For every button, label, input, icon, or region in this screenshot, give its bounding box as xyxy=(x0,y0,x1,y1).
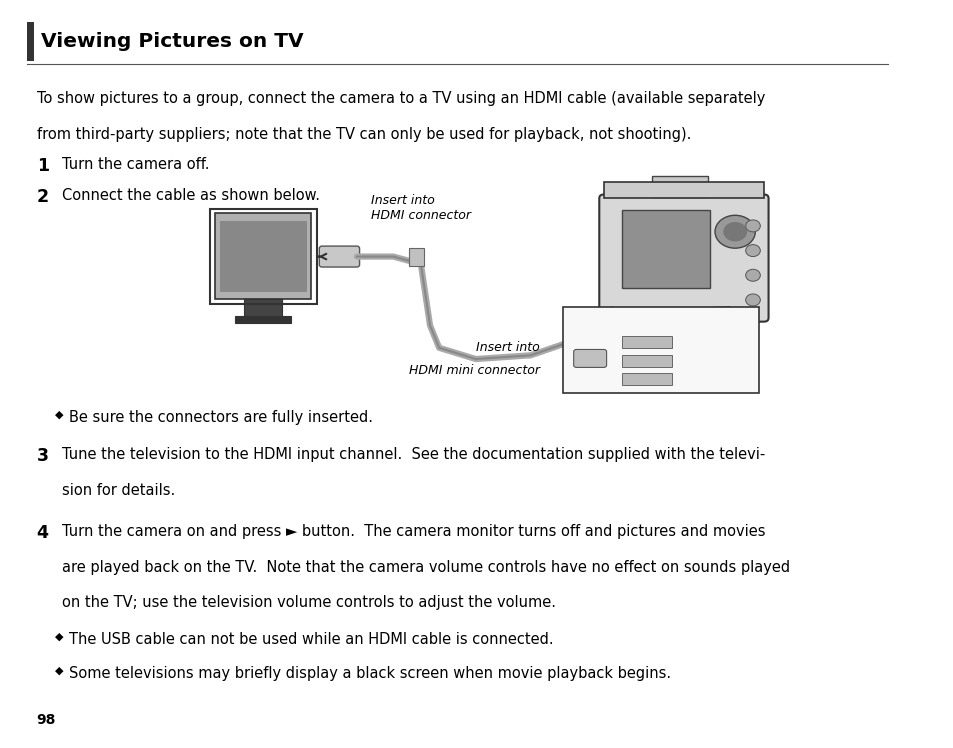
Text: Connect the cable as shown below.: Connect the cable as shown below. xyxy=(62,188,320,203)
Circle shape xyxy=(745,245,760,257)
Text: Insert into: Insert into xyxy=(476,341,539,355)
Text: 2: 2 xyxy=(36,188,49,206)
Bar xyxy=(651,176,707,197)
Bar xyxy=(409,248,423,266)
Bar xyxy=(621,210,709,288)
Bar xyxy=(562,307,759,393)
Text: ◆: ◆ xyxy=(55,410,63,420)
Text: sion for details.: sion for details. xyxy=(62,483,175,498)
Text: To show pictures to a group, connect the camera to a TV using an HDMI cable (ava: To show pictures to a group, connect the… xyxy=(36,91,764,106)
Bar xyxy=(28,22,33,61)
Circle shape xyxy=(745,220,760,232)
Text: Insert into: Insert into xyxy=(370,194,434,207)
Bar xyxy=(210,209,316,304)
Text: 3: 3 xyxy=(36,447,49,465)
Text: 1: 1 xyxy=(36,157,49,175)
Text: Turn the camera on and press ► button.  The camera monitor turns off and picture: Turn the camera on and press ► button. T… xyxy=(62,524,765,539)
Text: HDMI connector: HDMI connector xyxy=(370,209,470,222)
Text: Be sure the connectors are fully inserted.: Be sure the connectors are fully inserte… xyxy=(69,410,373,425)
Bar xyxy=(244,299,282,318)
FancyBboxPatch shape xyxy=(598,194,768,322)
FancyBboxPatch shape xyxy=(573,349,606,367)
Bar xyxy=(603,182,763,198)
Bar xyxy=(621,336,672,348)
Circle shape xyxy=(745,294,760,306)
Text: from third-party suppliers; note that the TV can only be used for playback, not : from third-party suppliers; note that th… xyxy=(36,127,690,142)
Text: Some televisions may briefly display a black screen when movie playback begins.: Some televisions may briefly display a b… xyxy=(69,666,670,681)
Circle shape xyxy=(715,215,755,248)
Text: Viewing Pictures on TV: Viewing Pictures on TV xyxy=(41,32,303,52)
Bar xyxy=(581,326,594,344)
FancyBboxPatch shape xyxy=(319,246,359,267)
Bar xyxy=(621,373,672,385)
Text: 4: 4 xyxy=(36,524,49,542)
Text: Tune the television to the HDMI input channel.  See the documentation supplied w: Tune the television to the HDMI input ch… xyxy=(62,447,764,462)
Text: 98: 98 xyxy=(36,713,56,727)
Text: The USB cable can not be used while an HDMI cable is connected.: The USB cable can not be used while an H… xyxy=(69,632,553,647)
Text: Turn the camera off.: Turn the camera off. xyxy=(62,157,210,172)
Circle shape xyxy=(745,269,760,281)
Bar xyxy=(219,221,306,292)
Text: on the TV; use the television volume controls to adjust the volume.: on the TV; use the television volume con… xyxy=(62,595,556,610)
Circle shape xyxy=(722,222,746,242)
Bar xyxy=(621,355,672,367)
Text: ◆: ◆ xyxy=(55,666,63,675)
Text: ◆: ◆ xyxy=(55,632,63,642)
Bar xyxy=(234,316,291,323)
Text: HDMI mini connector: HDMI mini connector xyxy=(409,364,539,377)
Bar xyxy=(214,213,311,299)
Text: are played back on the TV.  Note that the camera volume controls have no effect : are played back on the TV. Note that the… xyxy=(62,560,789,574)
